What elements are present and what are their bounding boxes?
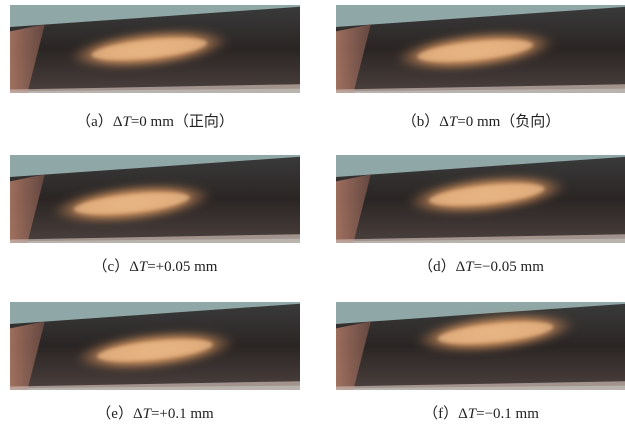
photo	[10, 302, 300, 390]
caption: （b）ΔT=0 mm（负向）	[402, 113, 561, 130]
caption: （d）ΔT=−0.05 mm	[418, 258, 544, 275]
photo	[10, 155, 300, 243]
panel	[10, 5, 300, 93]
panel	[10, 155, 300, 243]
panel	[336, 155, 625, 243]
caption-condition: =−0.1 mm	[476, 406, 539, 422]
caption-delta: Δ	[133, 406, 143, 422]
photo	[10, 5, 300, 93]
photo	[336, 5, 625, 93]
caption-delta: Δ	[456, 259, 466, 275]
caption-label: （c）	[93, 258, 130, 275]
caption-condition: =+0.05 mm	[147, 259, 218, 275]
figure: （a）ΔT=0 mm（正向） （b）ΔT=0 mm（负向） （c）ΔT=+0.05 …	[0, 0, 625, 434]
photo	[336, 302, 625, 390]
caption-condition: =+0.1 mm	[151, 406, 214, 422]
caption: （e）ΔT=+0.1 mm	[96, 405, 214, 422]
caption: （f）ΔT=−0.1 mm	[423, 405, 539, 422]
caption-label: （f）	[423, 405, 458, 422]
caption: （c）ΔT=+0.05 mm	[93, 258, 218, 275]
caption-condition: =0 mm（正向）	[131, 113, 234, 130]
panel	[336, 5, 625, 93]
caption: （a）ΔT=0 mm（正向）	[76, 113, 234, 130]
caption-label: （b）	[402, 113, 440, 130]
caption-condition: =−0.05 mm	[474, 259, 545, 275]
photo	[336, 155, 625, 243]
caption-delta: Δ	[113, 114, 123, 130]
caption-delta: Δ	[129, 259, 139, 275]
caption-label: （d）	[418, 258, 456, 275]
panel	[336, 302, 625, 390]
caption-condition: =0 mm（负向）	[457, 113, 560, 130]
caption-label: （a）	[76, 113, 113, 130]
caption-delta: Δ	[439, 114, 449, 130]
caption-delta: Δ	[458, 406, 468, 422]
panel	[10, 302, 300, 390]
caption-label: （e）	[96, 405, 133, 422]
